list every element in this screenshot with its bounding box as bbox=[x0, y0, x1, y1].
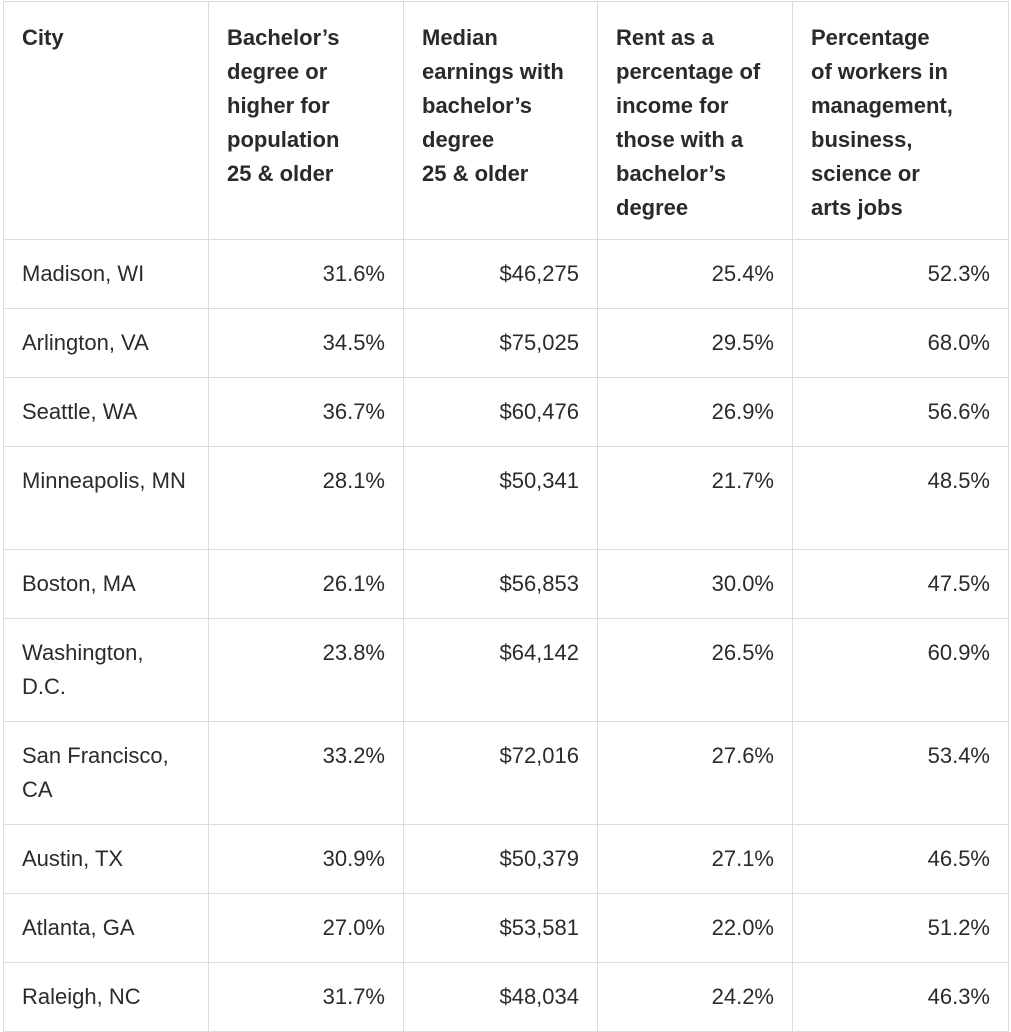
cell-rent: 24.2% bbox=[597, 962, 793, 1032]
cell-city: Atlanta, GA bbox=[3, 893, 209, 963]
cell-workers: 68.0% bbox=[792, 308, 1009, 378]
header-line: Rent as a bbox=[616, 25, 714, 50]
header-line: degree or bbox=[227, 59, 328, 84]
cell-earnings: $56,853 bbox=[403, 549, 598, 619]
table-row: Boston, MA 26.1% $56,853 30.0% 47.5% bbox=[3, 549, 1009, 619]
header-line: science or bbox=[811, 161, 920, 186]
cell-workers: 47.5% bbox=[792, 549, 1009, 619]
cell-earnings: $48,034 bbox=[403, 962, 598, 1032]
header-line: percentage of bbox=[616, 59, 761, 84]
cell-earnings: $53,581 bbox=[403, 893, 598, 963]
header-line: those with a bbox=[616, 127, 744, 152]
cell-bachelors: 30.9% bbox=[208, 824, 404, 894]
header-line: bachelor’s bbox=[422, 93, 533, 118]
header-line: Percentage bbox=[811, 25, 930, 50]
table-row: San Francisco, CA 33.2% $72,016 27.6% 53… bbox=[3, 721, 1009, 825]
cell-rent: 26.9% bbox=[597, 377, 793, 447]
cell-rent: 25.4% bbox=[597, 239, 793, 309]
header-line: 25 & older bbox=[422, 161, 529, 186]
cell-rent: 29.5% bbox=[597, 308, 793, 378]
header-line: Median bbox=[422, 25, 498, 50]
cell-city: Boston, MA bbox=[3, 549, 209, 619]
cell-workers: 48.5% bbox=[792, 446, 1009, 550]
cell-workers: 52.3% bbox=[792, 239, 1009, 309]
header-city: City bbox=[3, 1, 209, 240]
table-row: Seattle, WA 36.7% $60,476 26.9% 56.6% bbox=[3, 377, 1009, 447]
cell-earnings: $60,476 bbox=[403, 377, 598, 447]
header-median-earnings: Median earnings with bachelor’s degree 2… bbox=[403, 1, 598, 240]
table-row: Washington, D.C. 23.8% $64,142 26.5% 60.… bbox=[3, 618, 1009, 722]
table-header: City Bachelor’s degree or higher for pop… bbox=[3, 1, 1009, 240]
header-rent-percentage: Rent as a percentage of income for those… bbox=[597, 1, 793, 240]
header-line: bachelor’s bbox=[616, 161, 727, 186]
header-line: population bbox=[227, 127, 340, 152]
cell-workers: 46.5% bbox=[792, 824, 1009, 894]
header-line: City bbox=[22, 25, 64, 50]
cell-rent: 27.1% bbox=[597, 824, 793, 894]
cell-bachelors: 23.8% bbox=[208, 618, 404, 722]
header-line: higher for bbox=[227, 93, 330, 118]
cell-rent: 27.6% bbox=[597, 721, 793, 825]
table-row: Austin, TX 30.9% $50,379 27.1% 46.5% bbox=[3, 824, 1009, 894]
cell-bachelors: 31.6% bbox=[208, 239, 404, 309]
header-line: management, bbox=[811, 93, 953, 118]
header-bachelors-degree: Bachelor’s degree or higher for populati… bbox=[208, 1, 404, 240]
cell-city: San Francisco, CA bbox=[3, 721, 209, 825]
cell-earnings: $50,341 bbox=[403, 446, 598, 550]
header-line: earnings with bbox=[422, 59, 564, 84]
cell-bachelors: 34.5% bbox=[208, 308, 404, 378]
cell-workers: 46.3% bbox=[792, 962, 1009, 1032]
cell-earnings: $46,275 bbox=[403, 239, 598, 309]
cell-city: Arlington, VA bbox=[3, 308, 209, 378]
cell-earnings: $50,379 bbox=[403, 824, 598, 894]
cell-bachelors: 33.2% bbox=[208, 721, 404, 825]
cell-workers: 51.2% bbox=[792, 893, 1009, 963]
table-body: Madison, WI 31.6% $46,275 25.4% 52.3% Ar… bbox=[3, 239, 1009, 1032]
header-line: income for bbox=[616, 93, 729, 118]
table-row: Raleigh, NC 31.7% $48,034 24.2% 46.3% bbox=[3, 962, 1009, 1032]
cell-rent: 26.5% bbox=[597, 618, 793, 722]
table-row: Madison, WI 31.6% $46,275 25.4% 52.3% bbox=[3, 239, 1009, 309]
header-workers-percentage: Percentage of workers in management, bus… bbox=[792, 1, 1009, 240]
header-line: degree bbox=[616, 195, 689, 220]
cell-bachelors: 31.7% bbox=[208, 962, 404, 1032]
cell-rent: 22.0% bbox=[597, 893, 793, 963]
table-row: Minneapolis, MN 28.1% $50,341 21.7% 48.5… bbox=[3, 446, 1009, 550]
cell-city: Madison, WI bbox=[3, 239, 209, 309]
cell-bachelors: 28.1% bbox=[208, 446, 404, 550]
header-line: arts jobs bbox=[811, 195, 903, 220]
cell-earnings: $64,142 bbox=[403, 618, 598, 722]
cell-city: Austin, TX bbox=[3, 824, 209, 894]
header-row: City Bachelor’s degree or higher for pop… bbox=[3, 1, 1009, 240]
cell-bachelors: 26.1% bbox=[208, 549, 404, 619]
city-comparison-table: City Bachelor’s degree or higher for pop… bbox=[3, 1, 1009, 1032]
cell-workers: 56.6% bbox=[792, 377, 1009, 447]
table-row: Arlington, VA 34.5% $75,025 29.5% 68.0% bbox=[3, 308, 1009, 378]
cell-city: Washington, D.C. bbox=[3, 618, 209, 722]
header-line: degree bbox=[422, 127, 495, 152]
header-line: of workers in bbox=[811, 59, 948, 84]
cell-earnings: $72,016 bbox=[403, 721, 598, 825]
cell-city: Minneapolis, MN bbox=[3, 446, 209, 550]
cell-city: Raleigh, NC bbox=[3, 962, 209, 1032]
header-line: business, bbox=[811, 127, 913, 152]
cell-rent: 30.0% bbox=[597, 549, 793, 619]
cell-workers: 53.4% bbox=[792, 721, 1009, 825]
header-line: Bachelor’s bbox=[227, 25, 340, 50]
table-row: Atlanta, GA 27.0% $53,581 22.0% 51.2% bbox=[3, 893, 1009, 963]
cell-rent: 21.7% bbox=[597, 446, 793, 550]
cell-city: Seattle, WA bbox=[3, 377, 209, 447]
header-line: 25 & older bbox=[227, 161, 334, 186]
cell-bachelors: 27.0% bbox=[208, 893, 404, 963]
cell-bachelors: 36.7% bbox=[208, 377, 404, 447]
cell-earnings: $75,025 bbox=[403, 308, 598, 378]
cell-workers: 60.9% bbox=[792, 618, 1009, 722]
